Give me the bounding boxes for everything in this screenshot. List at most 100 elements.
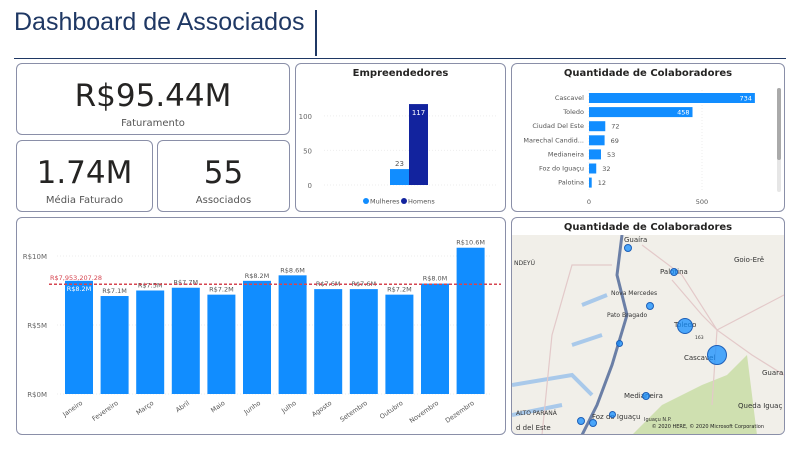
bar-março (136, 290, 165, 394)
associados-value: 55 (203, 155, 244, 191)
bar-agosto (314, 289, 343, 394)
x-tick-label: Julho (279, 399, 297, 415)
data-label: 458 (677, 109, 689, 117)
kpi-card-associados[interactable]: 55 Associados (157, 140, 290, 212)
map-place-label: Iguaçu N.P. (644, 417, 672, 423)
data-label: R$8.6M (280, 266, 305, 274)
map-bubble[interactable] (642, 392, 650, 400)
data-label: 12 (598, 179, 606, 187)
x-tick-label: Janeiro (60, 399, 84, 419)
map-place-label: d del Este (516, 424, 551, 432)
bar (589, 121, 606, 132)
monthly-revenue-card[interactable]: R$0M R$5M R$10M R$8.2M Janeiro R$7.1M Fevereir… (16, 217, 506, 435)
y-tick-label: R$0M (27, 391, 47, 399)
x-tick-label: 500 (696, 198, 708, 206)
bar (589, 177, 592, 188)
category-label: Medianeira (548, 150, 584, 158)
category-label: Palotina (558, 179, 584, 187)
data-label: 53 (607, 151, 615, 159)
kpi-card-faturamento[interactable]: R$95.44M Faturamento (16, 63, 290, 135)
map-place-label: Pato Bragado (607, 312, 648, 319)
map-bubble[interactable] (646, 302, 654, 310)
x-tick-label: Fevereiro (91, 399, 120, 423)
data-label: R$7.2M (387, 286, 412, 294)
category-label: Toledo (562, 108, 584, 116)
y-tick-label: 50 (303, 147, 312, 155)
bar-junho (243, 280, 271, 394)
colaboradores-chart: 0 500 Cascavel 734 Toledo 458 Ciudad Del Este 7… (523, 90, 755, 206)
x-tick-label: Setembro (338, 399, 369, 424)
map-place-label: ALTO PARANÁ (516, 410, 557, 417)
scrollbar[interactable] (777, 88, 781, 192)
title-divider (315, 10, 317, 56)
map-place-label: Guaíra (624, 236, 648, 244)
monthly-revenue-chart: R$0M R$5M R$10M R$8.2M Janeiro R$7.1M Fevereir… (23, 239, 501, 425)
map-bubble[interactable] (677, 318, 693, 334)
map-place-label: NDEYÚ (514, 260, 535, 267)
map-title: Quantidade de Colaboradores (563, 222, 733, 233)
map-card[interactable]: Quantidade de Colaboradores GuaíraPaloti… (511, 217, 785, 435)
scrollbar-thumb[interactable] (777, 88, 781, 160)
x-tick-label: Novembro (408, 399, 440, 425)
bar-maio (207, 294, 236, 394)
map-bubble[interactable] (615, 339, 623, 347)
data-label: 734 (739, 95, 751, 103)
data-label: R$7.2M (209, 286, 234, 294)
map-bubble[interactable] (624, 244, 632, 252)
data-label: R$7.6M (351, 280, 376, 288)
map-copyright: © 2020 HERE, © 2020 Microsoft Corporatio… (651, 424, 764, 430)
data-label: R$7.1M (102, 287, 127, 295)
associados-label: Associados (195, 195, 252, 206)
map-bubble[interactable] (577, 417, 585, 425)
data-label: 72 (611, 123, 619, 131)
empreendedores-card[interactable]: Empreendedores 0 50 100 23 117 Mulheres Homens (295, 63, 506, 212)
bar-homens (409, 104, 428, 185)
bar-novembro (421, 283, 449, 394)
data-label: 117 (412, 109, 425, 117)
media-value: 1.74M (36, 155, 133, 191)
x-tick-label: Agosto (310, 399, 333, 418)
media-label: Média Faturado (45, 195, 124, 206)
map-bubble[interactable] (670, 268, 678, 276)
bar-dezembro (456, 247, 485, 394)
y-tick-label: R$10M (23, 253, 47, 261)
category-label: Cascavel (555, 94, 584, 102)
bar (589, 107, 693, 118)
data-label: R$8.0M (423, 275, 448, 283)
map-place-label: Foz do Iguaçu (592, 413, 641, 421)
colaboradores-card[interactable]: Quantidade de Colaboradores 0 500 Cascavel… (511, 63, 785, 212)
data-label: R$7.7M (173, 279, 198, 287)
header-underline (14, 58, 786, 59)
bar (589, 149, 601, 160)
data-label: R$8.2M (245, 272, 270, 280)
park-area (633, 355, 757, 434)
map-bubble[interactable] (589, 419, 597, 427)
legend-marker (363, 198, 369, 204)
bar-abril (171, 287, 200, 394)
bar-mulheres (390, 169, 409, 185)
y-tick-label: R$5M (27, 322, 47, 330)
map-bubble[interactable] (608, 410, 616, 418)
empreendedores-title: Empreendedores (352, 68, 449, 79)
data-label: 23 (395, 160, 404, 168)
data-label: R$10.6M (456, 239, 485, 247)
y-tick-label: 0 (308, 182, 312, 190)
legend-label-mulheres: Mulheres (370, 198, 400, 206)
map-place-label: Guara (762, 369, 784, 377)
x-tick-label: Maio (209, 399, 226, 414)
y-tick-label: 100 (299, 113, 312, 121)
x-tick-label: 0 (587, 198, 591, 206)
map-place-label: Nova Mercedes (611, 290, 658, 297)
map-place-label: Goio-Erê (734, 256, 765, 264)
kpi-card-media[interactable]: 1.74M Média Faturado (16, 140, 153, 212)
map-place-label: Cascavel (684, 354, 716, 362)
x-tick-label: Junho (242, 399, 262, 417)
map-bubble[interactable] (707, 345, 727, 365)
x-tick-label: Março (135, 399, 156, 417)
category-label: Ciudad Del Este (532, 122, 584, 130)
empreendedores-chart: 0 50 100 23 117 Mulheres Homens (299, 104, 496, 206)
data-label: R$8.2M (67, 285, 92, 293)
legend-label-homens: Homens (408, 198, 435, 206)
colaboradores-title: Quantidade de Colaboradores (563, 68, 733, 79)
category-label: Marechal Candid... (523, 136, 584, 144)
